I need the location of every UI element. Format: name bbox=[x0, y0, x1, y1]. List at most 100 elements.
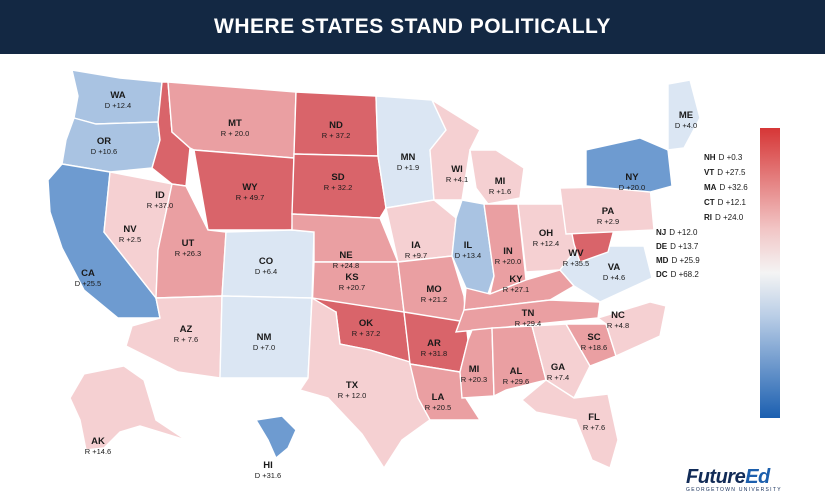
side-item-ri: RI D +24.0 bbox=[704, 213, 743, 222]
state-mi bbox=[469, 149, 525, 205]
side-item-abbr: DC bbox=[656, 270, 668, 279]
side-item-value: D +27.5 bbox=[717, 168, 746, 177]
state-label-ca: CA bbox=[81, 268, 95, 279]
state-label-al: AL bbox=[510, 366, 523, 377]
state-label-wi: WI bbox=[451, 164, 463, 175]
state-label-or: OR bbox=[97, 136, 111, 147]
state-margin-va: D +4.6 bbox=[603, 273, 625, 282]
state-label-ne: NE bbox=[339, 250, 352, 261]
state-margin-mi: R +20.3 bbox=[461, 375, 487, 384]
state-label-sd: SD bbox=[331, 172, 344, 183]
state-label-nc: NC bbox=[611, 310, 625, 321]
state-label-la: LA bbox=[432, 392, 445, 403]
side-item-dc: DC D +68.2 bbox=[656, 270, 699, 279]
state-label-hi: HI bbox=[263, 460, 273, 471]
state-label-pa: PA bbox=[602, 206, 615, 217]
state-ak bbox=[69, 365, 187, 451]
state-margin-ut: R +26.3 bbox=[175, 249, 201, 258]
state-margin-sc: R +18.6 bbox=[581, 343, 607, 352]
state-margin-ia: R +9.7 bbox=[405, 251, 427, 260]
state-margin-tn: R +29.4 bbox=[515, 319, 541, 328]
state-label-mn: MN bbox=[401, 152, 416, 163]
side-item-nj: NJ D +12.0 bbox=[656, 228, 697, 237]
state-hi bbox=[254, 415, 297, 460]
logo-subtitle: GEORGETOWN UNIVERSITY bbox=[686, 487, 782, 493]
state-margin-ar: R +31.8 bbox=[421, 349, 447, 358]
state-label-ok: OK bbox=[359, 318, 373, 329]
state-margin-pa: R +2.9 bbox=[597, 217, 619, 226]
side-item-value: D +12.1 bbox=[717, 198, 746, 207]
state-label-ky: KY bbox=[509, 274, 523, 285]
state-label-mo: MO bbox=[426, 284, 441, 295]
state-margin-mn: D +1.9 bbox=[397, 163, 419, 172]
state-label-wy: WY bbox=[242, 182, 258, 193]
state-margin-in: R +20.0 bbox=[495, 257, 521, 266]
side-item-abbr: VT bbox=[704, 168, 715, 177]
state-margin-ny: D +20.0 bbox=[619, 183, 645, 192]
state-nc bbox=[596, 301, 667, 357]
side-item-value: D +24.0 bbox=[715, 213, 744, 222]
state-margin-wv: R +35.5 bbox=[563, 259, 589, 268]
state-label-co: CO bbox=[259, 256, 273, 267]
state-margin-or: D +10.6 bbox=[91, 147, 117, 156]
color-scale-legend bbox=[760, 128, 780, 418]
side-item-abbr: CT bbox=[704, 198, 715, 207]
side-item-value: D +32.6 bbox=[719, 183, 748, 192]
state-fl bbox=[520, 379, 619, 469]
state-margin-ok: R + 37.2 bbox=[352, 329, 381, 338]
state-label-ga: GA bbox=[551, 362, 565, 373]
state-margin-ga: R +7.4 bbox=[547, 373, 569, 382]
state-label-ny: NY bbox=[625, 172, 639, 183]
state-label-il: IL bbox=[464, 240, 473, 251]
side-item-value: D +68.2 bbox=[670, 270, 699, 279]
state-label-nd: ND bbox=[329, 120, 343, 131]
state-label-ks: KS bbox=[345, 272, 358, 283]
side-item-md: MD D +25.9 bbox=[656, 256, 700, 265]
state-ny bbox=[585, 137, 673, 193]
side-item-abbr: RI bbox=[704, 213, 712, 222]
state-margin-me: D +4.0 bbox=[675, 121, 697, 130]
logo-text-ed: Ed bbox=[745, 466, 770, 488]
side-item-de: DE D +13.7 bbox=[656, 242, 698, 251]
state-al bbox=[491, 325, 547, 398]
side-item-abbr: MD bbox=[656, 256, 669, 265]
page-title: WHERE STATES STAND POLITICALLY bbox=[214, 15, 611, 38]
header-bar: WHERE STATES STAND POLITICALLY bbox=[0, 0, 825, 54]
side-item-nh: NH D +0.3 bbox=[704, 153, 742, 162]
state-label-tn: TN bbox=[522, 308, 535, 319]
state-margin-mt: R + 20.0 bbox=[221, 129, 250, 138]
state-label-in: IN bbox=[503, 246, 513, 257]
state-margin-al: R +29.6 bbox=[503, 377, 529, 386]
state-margin-wi: R +4.1 bbox=[446, 175, 468, 184]
state-label-ia: IA bbox=[411, 240, 421, 251]
state-label-nm: NM bbox=[257, 332, 272, 343]
side-item-value: D +0.3 bbox=[718, 153, 743, 162]
state-wi bbox=[429, 98, 481, 201]
side-item-abbr: MA bbox=[704, 183, 717, 192]
logo-text-future: Future bbox=[686, 466, 746, 488]
state-margin-co: D +6.4 bbox=[255, 267, 277, 276]
state-label-fl: FL bbox=[588, 412, 600, 423]
state-label-wv: WV bbox=[568, 248, 584, 259]
state-label-wa: WA bbox=[110, 90, 125, 101]
state-label-oh: OH bbox=[539, 228, 553, 239]
state-margin-nc: R +4.8 bbox=[607, 321, 629, 330]
state-margin-tx: R + 12.0 bbox=[338, 391, 367, 400]
state-margin-mo: R +21.2 bbox=[421, 295, 447, 304]
state-label-va: VA bbox=[608, 262, 621, 273]
state-margin-oh: R +12.4 bbox=[533, 239, 559, 248]
state-margin-ca: D +25.5 bbox=[75, 279, 101, 288]
state-margin-il: D +13.4 bbox=[455, 251, 481, 260]
state-margin-wy: R + 49.7 bbox=[236, 193, 265, 202]
state-tn bbox=[454, 299, 601, 333]
state-margin-id: R +37.0 bbox=[147, 201, 173, 210]
state-me bbox=[667, 79, 701, 151]
side-item-ma: MA D +32.6 bbox=[704, 183, 748, 192]
state-margin-la: R +20.5 bbox=[425, 403, 451, 412]
state-label-az: AZ bbox=[180, 324, 193, 335]
state-label-sc: SC bbox=[587, 332, 600, 343]
side-item-value: D +25.9 bbox=[671, 256, 700, 265]
state-label-ut: UT bbox=[182, 238, 195, 249]
futureed-logo: FutureEd GEORGETOWN UNIVERSITY bbox=[686, 466, 782, 493]
